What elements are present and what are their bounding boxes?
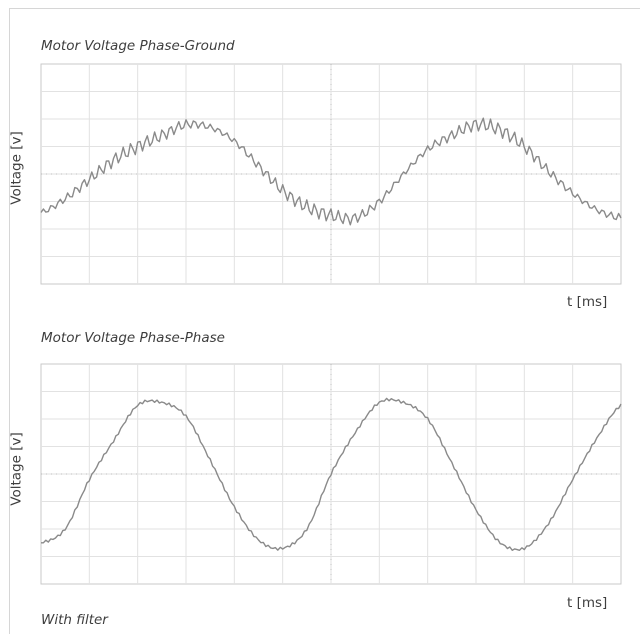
- chart2-title: Motor Voltage Phase-Phase: [41, 330, 225, 346]
- footnote: With filter: [41, 612, 108, 628]
- chart1-plot-area: [40, 63, 622, 285]
- chart2-plot-area: [40, 363, 622, 585]
- chart2-series-line: [41, 397, 622, 551]
- chart1-title: Motor Voltage Phase-Ground: [41, 38, 235, 54]
- figure-frame: [9, 8, 640, 634]
- chart2-xlabel: t [ms]: [567, 595, 608, 611]
- chart1-series-line: [40, 117, 622, 226]
- chart1-xlabel: t [ms]: [567, 294, 608, 310]
